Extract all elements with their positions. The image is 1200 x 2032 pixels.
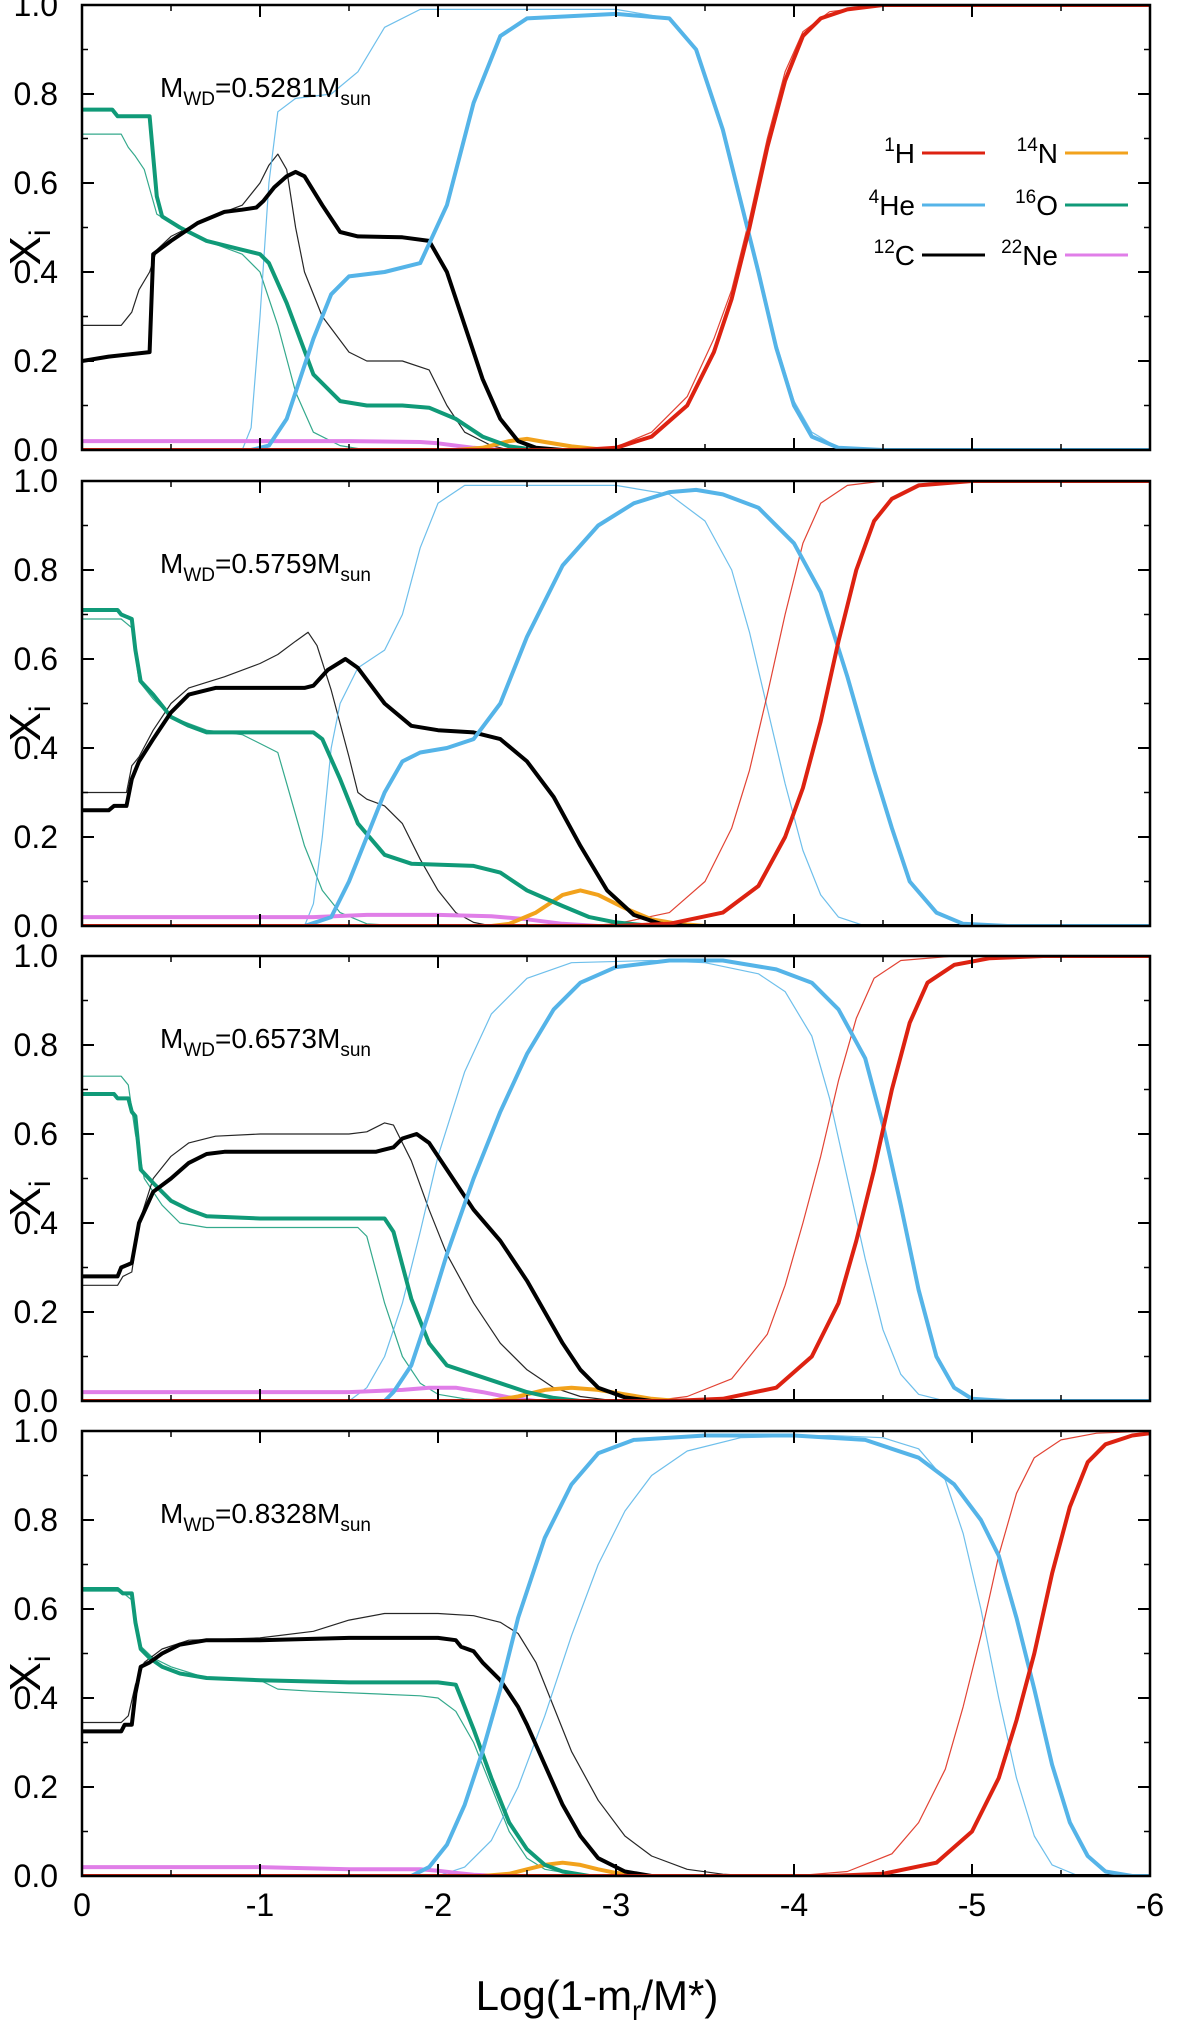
panel-1-ytick-label: 0.6 [14,165,58,201]
panel-1-ytick-label: 1.0 [14,0,58,23]
panel-4-ytick-label: 0.2 [14,1769,58,1805]
panel-1: 0.00.20.40.60.81.0XiMWD=0.5281Msun1H4He1… [1,0,1152,468]
panel-1-y-axis-label: Xi [1,229,57,265]
panel-4-mass-label: MWD=0.8328Msun [160,1498,371,1536]
panel-3-O-thin-line [82,1075,1150,1401]
y-axis-label-sub: i [24,229,57,236]
panel-2-He-thin-line [82,484,1150,926]
panel-3-O-thick-line [82,1092,1150,1401]
legend: 1H 4He 12C 14N 16O 22Ne [869,135,1128,271]
x-tick-label: -6 [1136,1887,1164,1923]
y-axis-label-sub: i [24,1655,57,1662]
panel-2-ytick-label: 0.0 [14,908,58,944]
panel-3-ytick-label: 0.6 [14,1116,58,1152]
panel-4-ytick-label: 0.6 [14,1591,58,1627]
panel-3-ytick-label: 0.8 [14,1027,58,1063]
panel-2-mass-label: MWD=0.5759Msun [160,548,371,586]
panel-4-O-thick-line [82,1587,1150,1876]
y-axis-label-main: X [1,236,50,265]
panel-1-ytick-label: 0.4 [14,254,58,290]
panel-1-O-thin-line [82,133,1150,450]
panel-2-C-thick-line [82,657,1150,926]
panel-2-ytick-label: 0.2 [14,819,58,855]
panel-4-ytick-label: 1.0 [14,1413,58,1449]
panel-3-mass-label: MWD=0.6573Msun [160,1023,371,1061]
panels-group: 0.00.20.40.60.81.0XiMWD=0.5281Msun1H4He1… [1,0,1152,1894]
panel-2-y-axis-label: Xi [1,705,57,741]
panel-4: 0.0 0.2 0.4 0.6 0.8 1.0 Xi MWD=0.8328Msun [1,1413,1152,1894]
panel-4-H-thick-line [82,1431,1150,1876]
x-tick-label: 0 [73,1887,91,1923]
panel-3-He-thick-line [82,958,1150,1401]
panel-3-H-thick-line [82,956,1150,1401]
panel-1-ytick-label: 0.2 [14,343,58,379]
legend-Ne-label: 22Ne [1001,237,1058,271]
panel-3-ytick-label: 0.0 [14,1383,58,1419]
x-axis-label-sub: r [632,1995,641,2026]
panel-4-C-thick-line [82,1635,1150,1876]
legend-C-label: 12C [874,237,915,271]
panel-1-C-thin-line [82,153,1150,450]
x-axis-label-tail: /M*) [641,1972,718,2019]
panel-3-ytick-label: 0.4 [14,1205,58,1241]
panel-2-ytick-label: 0.8 [14,552,58,588]
x-axis-label: Log(1-mr/M*) [476,1972,719,2026]
panel-4-y-axis-label: Xi [1,1655,57,1691]
panel-3-ytick-label: 1.0 [14,938,58,974]
panel-2-curves [82,481,1150,926]
panel-1-mass-label: MWD=0.5281Msun [160,72,371,110]
panel-3-C-thick-line [82,1132,1150,1401]
panel-4-ytick-label: 0.0 [14,1858,58,1894]
y-axis-label-sub: i [24,705,57,712]
panel-3-y-axis-label: Xi [1,1180,57,1216]
panel-2-ytick-label: 0.4 [14,730,58,766]
x-tick-label: -2 [424,1887,452,1923]
legend-H-label: 1H [884,135,915,169]
panel-2: 0.0 0.2 0.4 0.6 0.8 1.0 Xi MWD=0.5759Msun [1,463,1152,944]
x-tick-label: -5 [958,1887,986,1923]
panel-3: 0.0 0.2 0.4 0.6 0.8 1.0 Xi MWD=0.6573Msun [1,938,1152,1419]
panel-2-C-thin-line [82,631,1150,926]
panel-1-He-thick-line [82,11,1150,450]
panel-2-ytick-label: 0.6 [14,641,58,677]
panel-1-O-thick-line [82,107,1150,450]
y-axis-label-main: X [1,1662,50,1691]
panel-3-H-thin-line [82,956,1150,1401]
panel-4-O-thin-line [82,1590,1150,1876]
panel-1-C-thick-line [82,169,1150,450]
x-tick-label: -1 [246,1887,274,1923]
panel-1-ytick-label: 0.0 [14,432,58,468]
panel-1-H-thick-line [82,5,1150,450]
panel-2-He-thick-line [82,487,1150,926]
legend-N-label: 14N [1017,135,1058,169]
y-axis-label-sub: i [24,1180,57,1187]
panel-1-ytick-label: 0.8 [14,76,58,112]
panel-2-O-thin-line [82,618,1150,926]
panel-4-H-thin-line [82,1431,1150,1876]
panel-4-ytick-label: 0.4 [14,1680,58,1716]
panel-4-C-thin-line [82,1612,1150,1876]
panel-3-ytick-label: 0.2 [14,1294,58,1330]
x-tick-label: -3 [602,1887,630,1923]
x-tick-label: -4 [780,1887,808,1923]
y-axis-label-main: X [1,712,50,741]
legend-He-label: 4He [869,187,915,221]
legend-O-label: 16O [1015,187,1058,221]
panel-2-H-thick-line [82,481,1150,926]
panel-2-O-thick-line [82,608,1150,926]
panel-3-C-thin-line [82,1122,1150,1401]
panel-2-ytick-label: 1.0 [14,463,58,499]
panel-4-ytick-label: 0.8 [14,1502,58,1538]
x-axis-label-main: Log(1-m [476,1972,632,2019]
x-tick-labels: 0 -1 -2 -3 -4 -5 -6 [73,1887,1164,1923]
y-axis-label-main: X [1,1187,50,1216]
